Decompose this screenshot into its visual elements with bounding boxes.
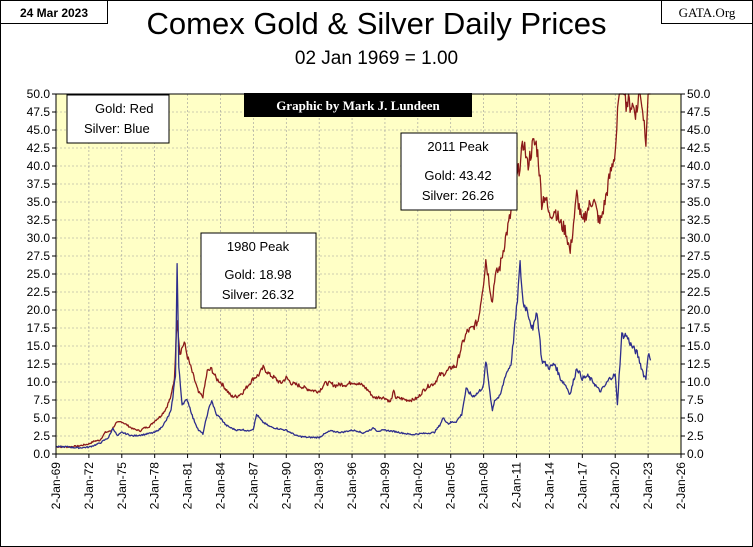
y-tick-label-right: 17.5 [687, 321, 711, 335]
y-tick-label-left: 42.5 [27, 141, 51, 155]
annotation-1980-gold: Gold: 18.98 [224, 267, 291, 282]
y-tick-label-right: 32.5 [687, 213, 711, 227]
y-tick-label-right: 0.0 [687, 447, 704, 461]
y-tick-label-left: 32.5 [27, 213, 51, 227]
y-tick-label-left: 37.5 [27, 177, 51, 191]
y-tick-label-right: 25.0 [687, 267, 711, 281]
y-tick-label-right: 37.5 [687, 177, 711, 191]
x-tick-label: 2-Jan-20 [608, 462, 622, 510]
y-tick-label-right: 10.0 [687, 375, 711, 389]
y-tick-label-right: 35.0 [687, 195, 711, 209]
y-tick-label-left: 40.0 [27, 159, 51, 173]
chart-title: Comex Gold & Silver Daily Prices [146, 6, 607, 41]
y-tick-label-right: 47.5 [687, 105, 711, 119]
date-stamp: 24 Mar 2023 [0, 0, 108, 24]
y-tick-label-left: 17.5 [27, 321, 51, 335]
y-tick-label-left: 12.5 [27, 357, 51, 371]
x-tick-label: 2-Jan-87 [246, 462, 260, 510]
y-tick-label-right: 22.5 [687, 285, 711, 299]
chart-subtitle: 02 Jan 1969 = 1.00 [294, 48, 459, 69]
y-tick-label-right: 7.5 [687, 393, 704, 407]
y-tick-label-left: 27.5 [27, 249, 51, 263]
x-tick-label: 2-Jan-84 [213, 462, 227, 510]
y-tick-label-left: 30.0 [27, 231, 51, 245]
x-tick-label: 2-Jan-14 [542, 462, 556, 510]
y-tick-label-right: 5.0 [687, 411, 704, 425]
x-tick-label: 2-Jan-90 [279, 462, 293, 510]
series-line-gold [55, 93, 651, 449]
x-tick-label: 2-Jan-93 [312, 462, 326, 510]
y-tick-label-right: 27.5 [687, 249, 711, 263]
y-tick-label-right: 42.5 [687, 141, 711, 155]
y-tick-label-left: 25.0 [27, 267, 51, 281]
annotation-1980-silver: Silver: 26.32 [222, 287, 294, 302]
legend-silver: Silver: Blue [84, 121, 150, 136]
annotation-1980-title: 1980 Peak [227, 239, 290, 254]
y-axis-left: 0.0 2.5 5.0 7.5 10.0 12.5 15.0 17.5 20.0 22.5 25.0… [27, 87, 56, 461]
x-tick-label: 2-Jan-05 [444, 462, 458, 510]
x-tick-label: 2-Jan-69 [49, 462, 63, 510]
x-tick-label: 2-Jan-11 [510, 462, 524, 509]
x-tick-label: 2-Jan-99 [378, 462, 392, 510]
y-tick-label-right: 2.5 [687, 429, 704, 443]
y-tick-label-left: 2.5 [33, 429, 50, 443]
y-tick-label-right: 12.5 [687, 357, 711, 371]
x-tick-label: 2-Jan-75 [115, 462, 129, 510]
credit-banner: Graphic by Mark J. Lundeen [244, 93, 472, 117]
series-line-silver [55, 260, 652, 450]
x-tick-label: 2-Jan-08 [477, 462, 491, 510]
credit-text: Graphic by Mark J. Lundeen [276, 98, 440, 113]
y-tick-label-right: 40.0 [687, 159, 711, 173]
x-tick-label: 2-Jan-72 [82, 462, 96, 510]
x-tick-label: 2-Jan-96 [345, 462, 359, 510]
x-axis: 2-Jan-69 2-Jan-72 2-Jan-75 2-Jan-78 2-Jan-81… [49, 454, 688, 509]
y-tick-label-right: 45.0 [687, 123, 711, 137]
annotation-2011-peak: 2011 Peak Gold: 43.42 Silver: 26.26 [400, 132, 518, 211]
y-tick-label-right: 50.0 [687, 87, 711, 101]
y-tick-label-left: 35.0 [27, 195, 51, 209]
x-tick-label: 2-Jan-02 [411, 462, 425, 510]
y-tick-label-left: 7.5 [33, 393, 50, 407]
series-layer [55, 93, 652, 450]
y-tick-label-left: 5.0 [33, 411, 50, 425]
y-tick-label-left: 45.0 [27, 123, 51, 137]
y-tick-label-left: 47.5 [27, 105, 51, 119]
y-tick-label-right: 15.0 [687, 339, 711, 353]
legend-box: Gold: Red Silver: Blue [66, 94, 170, 144]
source-stamp: GATA.Org [661, 0, 753, 24]
x-tick-label: 2-Jan-17 [575, 462, 589, 510]
x-tick-label: 2-Jan-26 [674, 462, 688, 510]
annotation-2011-title: 2011 Peak [427, 139, 489, 154]
y-tick-label-left: 15.0 [27, 339, 51, 353]
grid-lines [55, 93, 682, 455]
y-tick-label-left: 50.0 [27, 87, 51, 101]
x-tick-label: 2-Jan-81 [181, 462, 195, 510]
y-tick-label-left: 10.0 [27, 375, 51, 389]
legend-gold: Gold: Red [95, 101, 154, 116]
annotation-1980-peak: 1980 Peak Gold: 18.98 Silver: 26.32 [200, 232, 317, 309]
y-tick-label-left: 0.0 [33, 447, 50, 461]
y-axis-right: 0.0 2.5 5.0 7.5 10.0 12.5 15.0 17.5 20.0 22.5 25.0… [681, 87, 711, 461]
y-tick-label-left: 22.5 [27, 285, 51, 299]
y-tick-label-left: 20.0 [27, 303, 51, 317]
x-tick-label: 2-Jan-23 [641, 462, 655, 510]
annotation-2011-gold: Gold: 43.42 [424, 168, 491, 183]
x-tick-label: 2-Jan-78 [148, 462, 162, 510]
y-tick-label-right: 30.0 [687, 231, 711, 245]
y-tick-label-right: 20.0 [687, 303, 711, 317]
annotation-2011-silver: Silver: 26.26 [422, 188, 494, 203]
